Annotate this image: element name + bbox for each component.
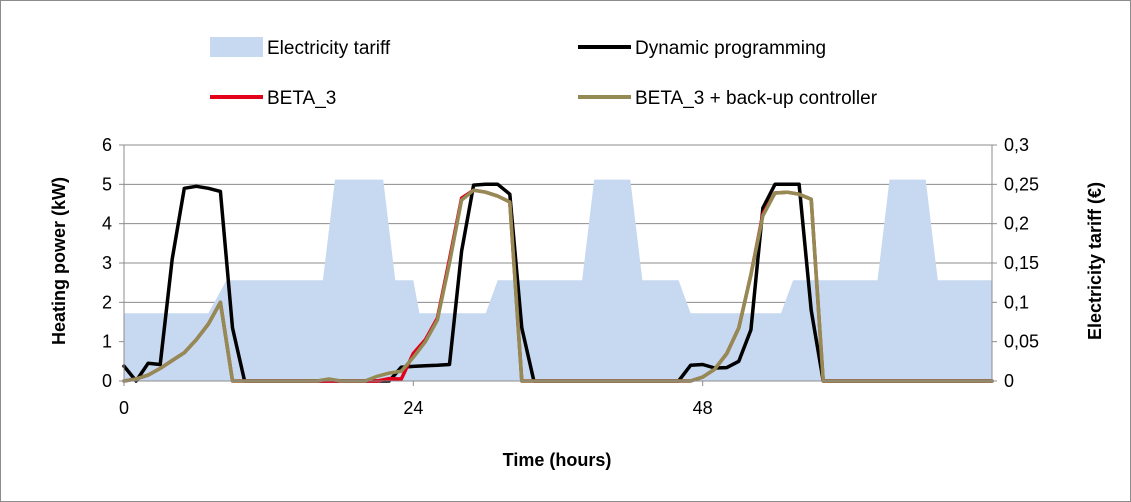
legend-swatch-area bbox=[210, 37, 263, 57]
y2-tick-label: 0,1 bbox=[1004, 292, 1029, 312]
legend: Electricity tariff Dynamic programming BET… bbox=[210, 37, 878, 109]
y-tick-label: 3 bbox=[102, 253, 112, 273]
y2-tick-label: 0,15 bbox=[1004, 253, 1039, 273]
y2-tick-label: 0,2 bbox=[1004, 214, 1029, 234]
y-tick-label: 1 bbox=[102, 332, 112, 352]
legend-label: BETA_3 + back-up controller bbox=[635, 88, 878, 109]
y2-axis-title: Electricity tariff (€) bbox=[1085, 182, 1105, 340]
x-tick-label: 24 bbox=[403, 398, 423, 418]
series-area-tariff bbox=[124, 179, 992, 381]
y-tick-label: 6 bbox=[102, 135, 112, 155]
tariff-area-layer bbox=[124, 179, 992, 381]
y-tick-label: 5 bbox=[102, 174, 112, 194]
y-axis-title: Heating power (kW) bbox=[49, 177, 69, 345]
tick-labels: 0 1 2 3 4 5 6 0 0,05 0,1 0,15 0,2 0,25 0,3 0 24 48 bbox=[102, 135, 1039, 418]
y-tick-label: 2 bbox=[102, 292, 112, 312]
legend-label: Electricity tariff bbox=[267, 38, 391, 59]
x-axis-title: Time (hours) bbox=[503, 450, 612, 470]
axes bbox=[119, 144, 997, 386]
y-tick-label: 4 bbox=[102, 214, 112, 234]
y2-tick-label: 0 bbox=[1004, 371, 1014, 391]
y2-tick-label: 0,05 bbox=[1004, 332, 1039, 352]
y2-tick-label: 0,25 bbox=[1004, 174, 1039, 194]
x-tick-label: 0 bbox=[119, 398, 129, 418]
legend-label: Dynamic programming bbox=[635, 38, 826, 59]
y-tick-label: 0 bbox=[102, 371, 112, 391]
x-tick-label: 48 bbox=[693, 398, 713, 418]
y2-tick-label: 0,3 bbox=[1004, 135, 1029, 155]
legend-label: BETA_3 bbox=[267, 88, 336, 109]
